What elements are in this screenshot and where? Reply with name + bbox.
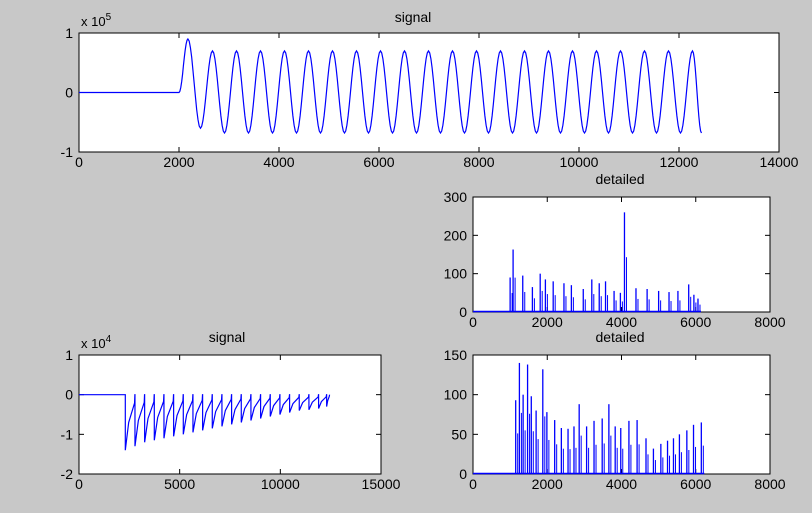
y-tick-label: 1 (65, 347, 73, 363)
y-tick-label: 0 (459, 304, 467, 320)
y-tick-label: 300 (444, 189, 468, 205)
x-tick-label: 6000 (680, 314, 711, 330)
y-tick-label: 150 (444, 347, 468, 363)
signal-plot-bottom: signal x 104 0 5000 10000 15000 -2 -1 0 1 (61, 329, 401, 492)
x-tick-label: 2000 (532, 476, 563, 492)
x-tick-label: 12000 (660, 154, 699, 170)
chart-title: signal (395, 9, 432, 25)
axis-ticks: 0 2000 4000 6000 8000 0 50 100 150 (444, 347, 786, 492)
x-tick-label: 6000 (680, 476, 711, 492)
y-exponent-power: 4 (106, 334, 112, 345)
x-tick-label: 8000 (754, 476, 785, 492)
x-tick-label: 8000 (463, 154, 494, 170)
y-tick-label: 100 (444, 387, 468, 403)
y-exponent-label: x 105 (81, 12, 112, 29)
x-tick-label: 15000 (362, 476, 401, 492)
signal-plot-top: signal x 105 0 2000 4000 6000 8000 10000 12000… (61, 9, 799, 170)
detailed-plot-top: detailed 0 2000 4000 6000 8000 0 100 200 300 (444, 171, 786, 330)
x-tick-label: 2000 (163, 154, 194, 170)
plot-marks (79, 394, 331, 451)
x-tick-label: 4000 (263, 154, 294, 170)
y-tick-label: 100 (444, 266, 468, 282)
x-tick-label: 10000 (560, 154, 599, 170)
plot-marks (473, 212, 701, 313)
axes-area (472, 196, 771, 313)
axes-area (78, 354, 382, 475)
detailed-plot-bottom: detailed 0 2000 4000 6000 8000 0 50 100 150 (444, 329, 786, 492)
x-tick-label: 6000 (363, 154, 394, 170)
y-tick-label: -1 (61, 426, 74, 442)
x-tick-label: 10000 (261, 476, 300, 492)
axis-ticks: 0 5000 10000 15000 -2 -1 0 1 (61, 347, 401, 492)
x-tick-label: 4000 (606, 476, 637, 492)
x-tick-label: 0 (469, 314, 477, 330)
y-tick-label: 200 (444, 227, 468, 243)
x-tick-label: 4000 (606, 314, 637, 330)
y-tick-label: 1 (65, 25, 73, 41)
y-tick-label: 50 (451, 426, 467, 442)
x-tick-label: 14000 (760, 154, 799, 170)
y-exponent-label: x 104 (81, 334, 112, 351)
x-tick-label: 8000 (754, 314, 785, 330)
chart-title: signal (209, 329, 246, 345)
plot-marks (473, 362, 705, 475)
x-tick-label: 0 (469, 476, 477, 492)
x-tick-label: 5000 (164, 476, 195, 492)
axis-ticks: 0 2000 4000 6000 8000 10000 12000 14000-101 (61, 25, 799, 170)
series-line (79, 37, 703, 135)
y-tick-label: -1 (61, 144, 74, 160)
chart-title: detailed (595, 171, 644, 187)
y-tick-label: 0 (459, 466, 467, 482)
y-tick-label: 0 (65, 387, 73, 403)
series-line (79, 394, 331, 451)
x-tick-label: 0 (75, 154, 83, 170)
chart-title: detailed (595, 329, 644, 345)
x-tick-label: 2000 (532, 314, 563, 330)
x-tick-label: 0 (75, 476, 83, 492)
y-tick-label: 0 (65, 85, 73, 101)
plot-marks (79, 37, 703, 135)
y-tick-label: -2 (61, 466, 74, 482)
y-exponent-power: 5 (106, 12, 112, 23)
axis-ticks: 0 2000 4000 6000 8000 0 100 200 300 (444, 189, 786, 330)
